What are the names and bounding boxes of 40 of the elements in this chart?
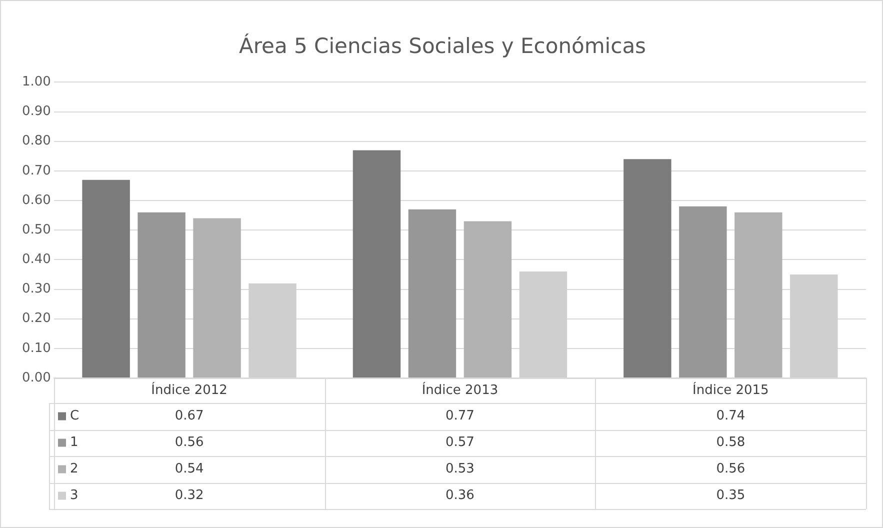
data-label: 0.54 xyxy=(174,462,204,477)
data-label: 0.56 xyxy=(174,435,204,450)
y-tick-label: 0.30 xyxy=(22,282,51,297)
y-tick-label: 0.90 xyxy=(22,104,51,120)
x-tick-label: Índice 2012 xyxy=(151,380,228,398)
bar xyxy=(82,180,130,378)
bar xyxy=(193,218,241,378)
y-tick-label: 0.50 xyxy=(22,222,51,238)
bar xyxy=(352,150,401,378)
chart-title: Área 5 Ciencias Sociales y Económicas xyxy=(239,33,646,58)
data-label: 0.77 xyxy=(445,408,474,424)
y-tick-label: 0.20 xyxy=(22,311,51,326)
data-label: 0.36 xyxy=(445,488,474,504)
data-label: 0.56 xyxy=(716,462,746,477)
y-tick-label: 0.00 xyxy=(22,370,51,386)
bar xyxy=(408,209,456,378)
legend-label: 3 xyxy=(70,488,78,504)
legend-label: C xyxy=(70,408,80,424)
data-label: 0.35 xyxy=(716,488,746,504)
data-label: 0.74 xyxy=(716,408,746,424)
y-tick-label: 0.60 xyxy=(22,192,51,208)
x-tick-label: Índice 2013 xyxy=(422,380,498,398)
x-tick-label: Índice 2015 xyxy=(692,380,769,398)
y-tick-label: 0.40 xyxy=(22,252,51,268)
bar xyxy=(624,159,672,378)
data-label: 0.67 xyxy=(174,408,204,424)
y-tick-label: 0.80 xyxy=(22,134,51,149)
data-label: 0.53 xyxy=(445,462,474,477)
bar xyxy=(464,221,512,378)
bar xyxy=(734,212,782,378)
data-label: 0.57 xyxy=(445,435,474,450)
data-label: 0.32 xyxy=(174,488,204,504)
legend-label: 1 xyxy=(70,435,78,450)
bar xyxy=(138,212,186,378)
y-tick-label: 0.10 xyxy=(22,340,51,356)
data-label: 0.58 xyxy=(716,435,746,450)
y-tick-label: 0.70 xyxy=(22,163,51,178)
bar xyxy=(679,206,727,378)
legend-label: 2 xyxy=(70,462,78,477)
y-tick-label: 1.00 xyxy=(22,74,51,90)
